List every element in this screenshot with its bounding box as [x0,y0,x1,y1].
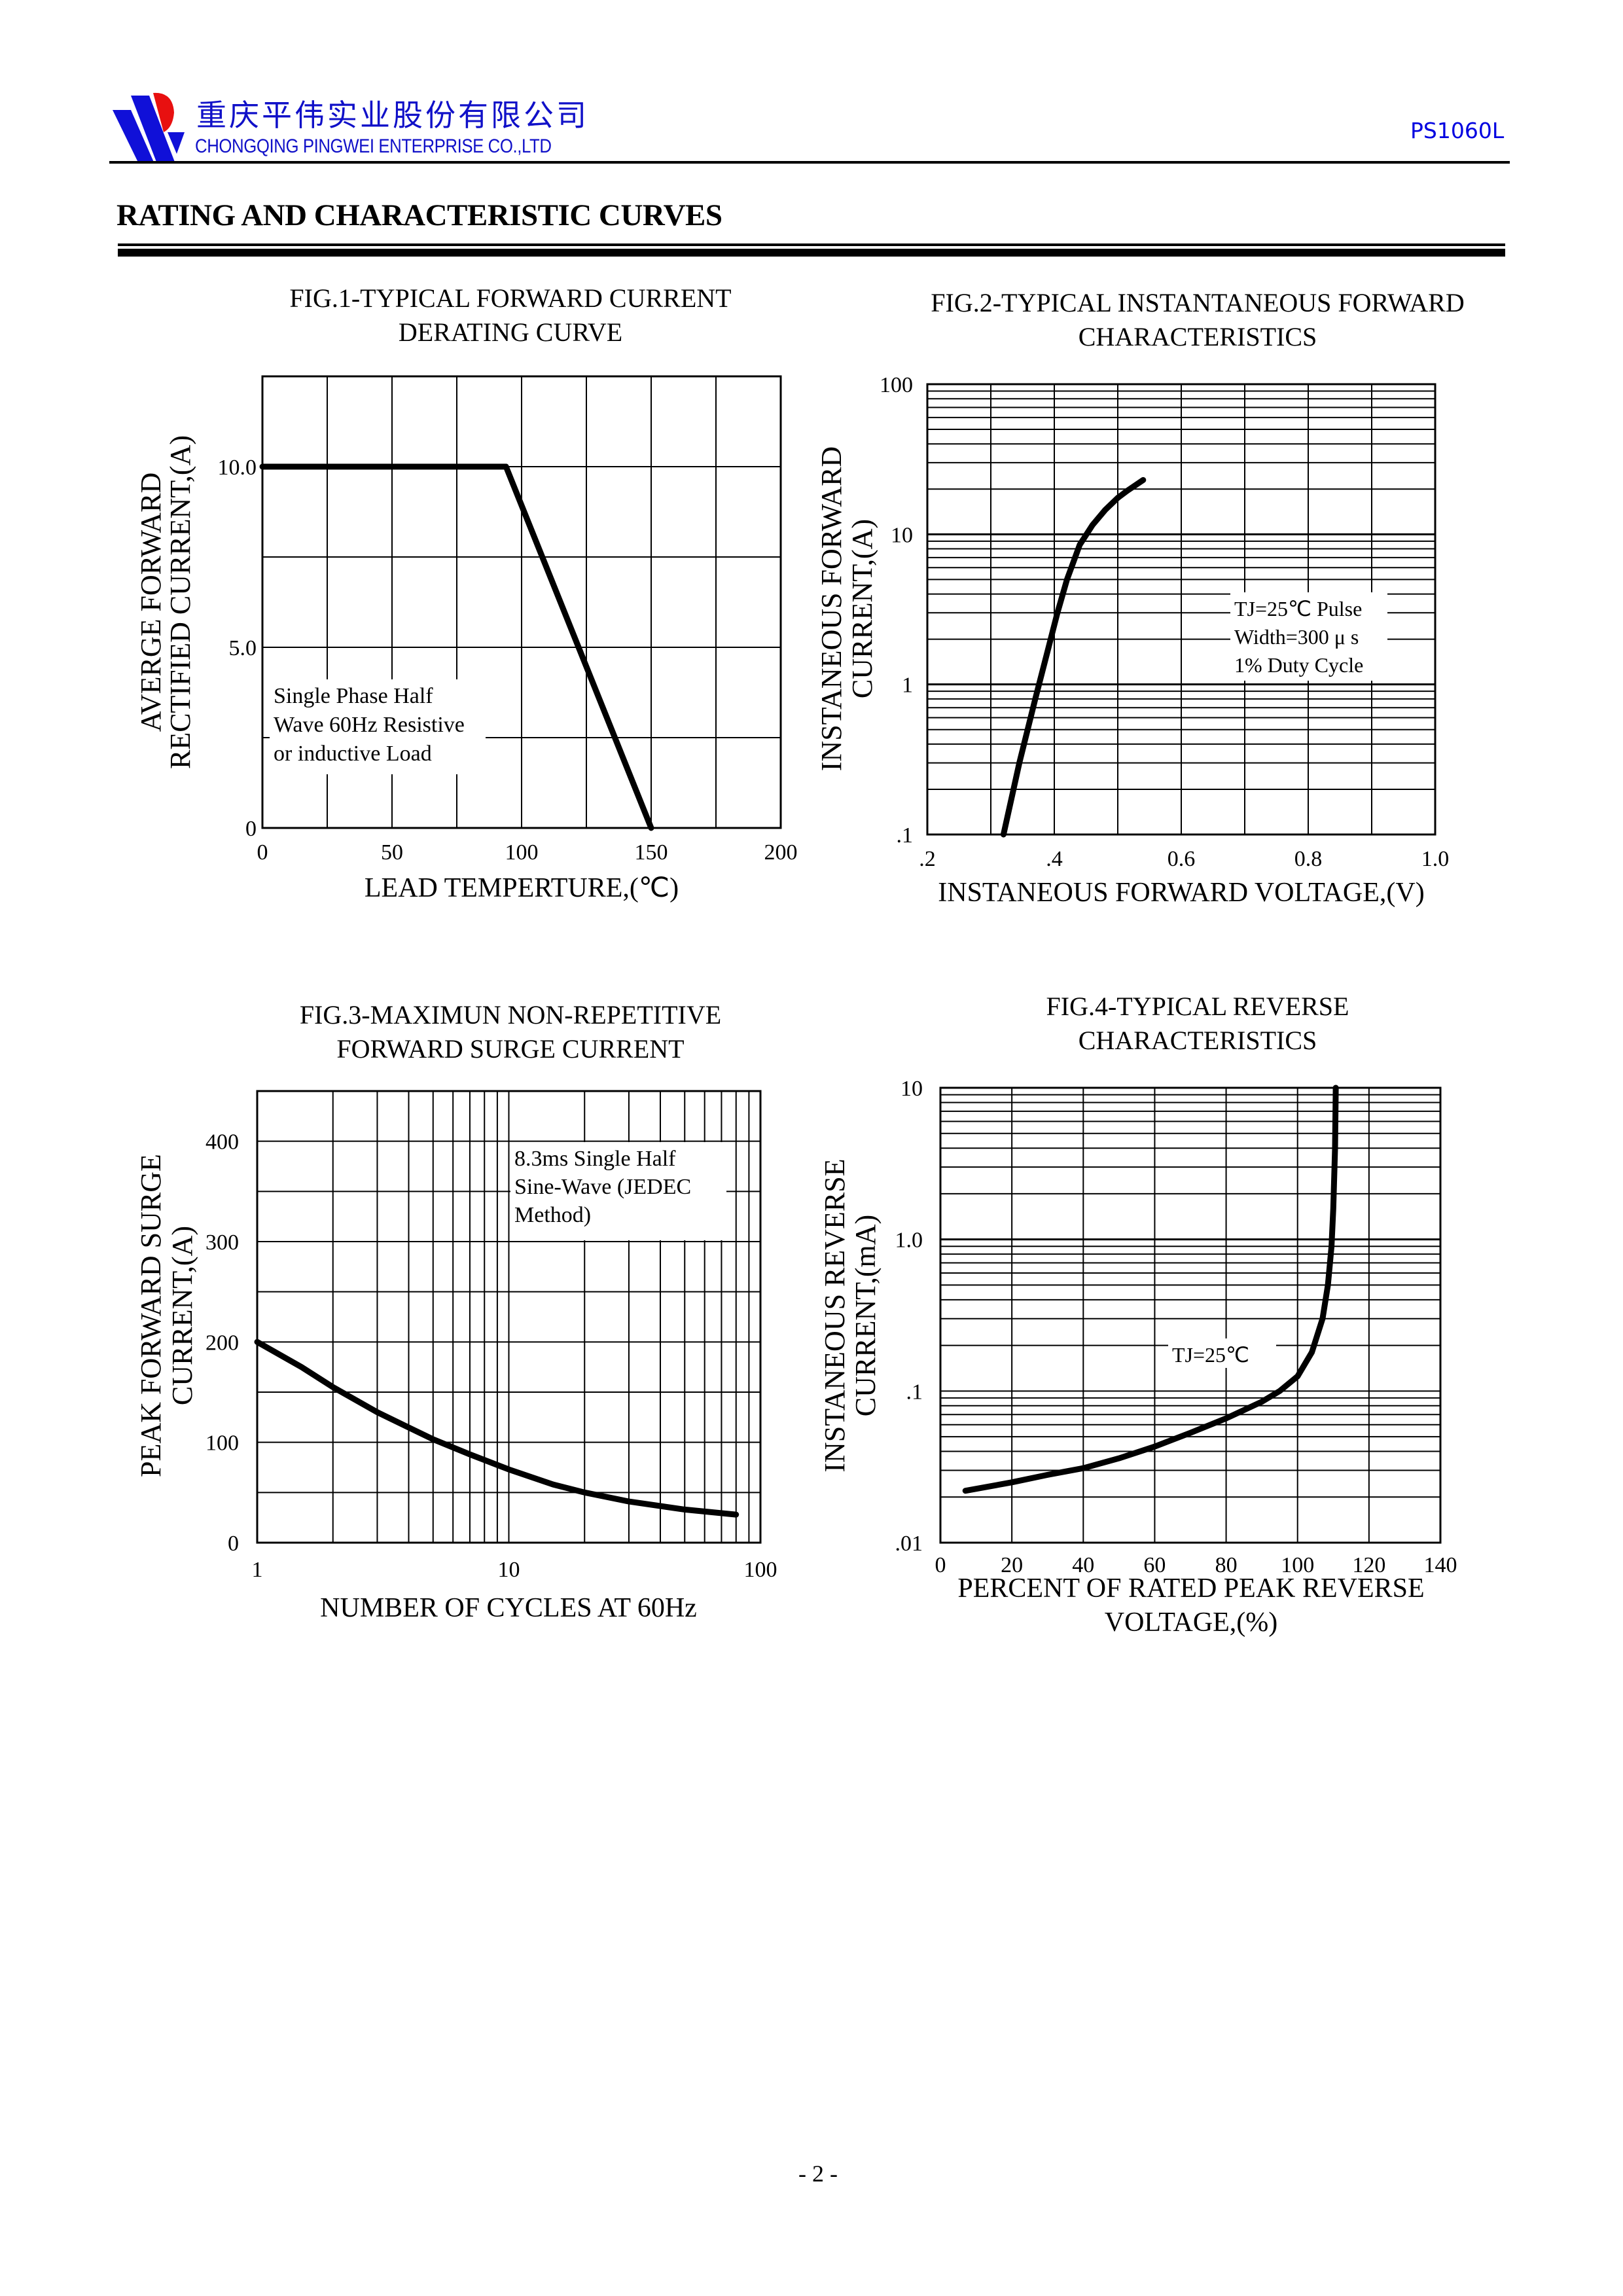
x-tick-label: 1.0 [1421,847,1450,871]
x-tick-label: 40 [1072,1553,1094,1577]
y-tick-label: 100 [880,373,913,397]
pingwei-logo-icon [113,92,185,164]
annotation-text: Wave 60Hz Resistive [274,713,465,737]
plot-frame [256,1090,762,1544]
x-axis-label: NUMBER OF CYCLES AT 60Hz [320,1593,697,1623]
annotation-background [1168,1338,1276,1368]
fig1-title: FIG.1-TYPICAL FORWARD CURRENT DERATING C… [196,281,825,350]
x-tick-label: 20 [1001,1553,1023,1577]
x-tick-label: 80 [1215,1553,1238,1577]
y-tick-label: 200 [205,1331,239,1355]
y-tick-label: 1.0 [895,1229,923,1253]
y-tick-label: .1 [897,823,914,848]
x-axis-label: LEAD TEMPERTURE,(℃) [365,873,679,903]
x-tick-label: 200 [764,840,798,865]
y-tick-label: 10.0 [218,456,257,480]
company-name-en: CHONGQING PINGWEI ENTERPRISE CO.,LTD [195,135,552,157]
x-tick-label: 0.8 [1294,847,1323,871]
fig2-chart: TJ=25℃ Pulse Width=300 μ s 1% Duty Cycle .2… [815,373,1449,908]
annotation-text: Sine-Wave (JEDEC [514,1175,691,1199]
header-divider [109,161,1510,164]
fig1-title-line: FIG.1-TYPICAL FORWARD CURRENT [289,283,732,313]
fig4-title-line: FIG.4-TYPICAL REVERSE [1046,992,1349,1021]
plot-frame [939,1086,1442,1544]
y-axis-label: CURRENT,(mA) [849,1215,882,1416]
annotation-text: TJ=25℃ [1172,1343,1249,1367]
x-axis-label: VOLTAGE,(%) [1105,1607,1278,1638]
fig4-chart: TJ=25℃ 0 20 40 60 80 100 120 140 .01 .1 1.0 10 INSTAN… [819,1077,1457,1638]
y-axis-label: RECTIFIED CURRENT,(A) [164,435,196,769]
x-tick-label: 120 [1352,1553,1385,1577]
section-title: RATING AND CHARACTERISTIC CURVES [116,198,722,232]
annotation-text: Width=300 μ s [1234,625,1359,649]
x-axis-label: PERCENT OF RATED PEAK REVERSE [957,1573,1424,1604]
x-tick-label: 100 [1281,1553,1314,1577]
y-axis-label: PEAK FORWARD SURGE [135,1154,167,1477]
annotation-text: TJ=25℃ Pulse [1234,597,1362,620]
y-tick-label: 300 [205,1230,239,1255]
fig3-title-line: FORWARD SURGE CURRENT [336,1034,685,1064]
fig1-title-line: DERATING CURVE [398,317,623,347]
x-tick-label: 0 [257,840,268,865]
x-tick-label: 1 [252,1558,263,1582]
x-tick-label: .2 [919,847,936,871]
fig3-title-line: FIG.3-MAXIMUN NON-REPETITIVE [299,1000,722,1030]
y-axis-label: AVERGE FORWARD [135,473,167,732]
annotation-background [510,1142,726,1240]
y-axis-label: CURRENT,(A) [166,1226,198,1405]
annotation-text: or inductive Load [274,742,432,766]
y-tick-label: 1 [902,673,913,698]
plot-frame [926,383,1436,836]
series-line [254,1338,740,1518]
y-tick-label: .01 [895,1532,923,1556]
x-tick-label: 10 [498,1558,520,1582]
annotation-text: 1% Duty Cycle [1234,653,1363,677]
model-number: PS1060L [1410,118,1505,143]
x-tick-label: .4 [1046,847,1063,871]
series-line [1000,476,1147,838]
x-tick-label: 60 [1143,1553,1166,1577]
y-tick-label: 10 [891,523,913,547]
y-tick-label: 10 [901,1077,923,1101]
annotation-text: 8.3ms Single Half [514,1147,676,1171]
x-tick-label: 100 [505,840,539,865]
fig2-title-line: CHARACTERISTICS [1078,322,1317,351]
annotation-text: Single Phase Half [274,684,433,708]
fig4-title-line: CHARACTERISTICS [1078,1026,1317,1055]
x-tick-label: 50 [381,840,403,865]
fig2-title-line: FIG.2-TYPICAL INSTANTANEOUS FORWARD [931,288,1465,317]
series-line [962,1085,1339,1494]
x-tick-label: 0 [935,1553,946,1577]
y-axis-label: INSTANEOUS FORWARD [815,446,847,771]
y-tick-label: .1 [906,1380,923,1404]
y-tick-label: 0 [245,817,257,841]
x-tick-label: 100 [744,1558,777,1582]
annotation-background [1230,592,1387,681]
y-tick-label: 100 [205,1431,239,1456]
fig2-title: FIG.2-TYPICAL INSTANTANEOUS FORWARD CHAR… [851,286,1544,354]
y-tick-label: 0 [228,1532,239,1556]
fig1-chart: Single Phase Half Wave 60Hz Resistive or i… [135,375,798,903]
annotation-text: Method) [514,1203,591,1227]
fig3-title: FIG.3-MAXIMUN NON-REPETITIVE FORWARD SUR… [196,998,825,1066]
x-tick-label: 150 [635,840,668,865]
fig3-chart: 8.3ms Single Half Sine-Wave (JEDEC Method)… [135,1090,777,1623]
x-axis-label: INSTANEOUS FORWARD VOLTAGE,(V) [938,878,1424,908]
y-tick-label: 5.0 [229,636,257,660]
title-rule-thick [118,249,1505,257]
plot-frame [261,375,782,829]
annotation-background [270,679,486,774]
title-rule-thin [118,243,1505,246]
x-tick-label: 140 [1424,1553,1457,1577]
y-axis-label: INSTANEOUS REVERSE [819,1158,851,1472]
page-number: - 2 - [798,2161,838,2187]
company-name-cn: 重庆平伟实业股份有限公司 [196,98,589,133]
y-tick-label: 400 [205,1130,239,1155]
x-tick-label: 0.6 [1168,847,1196,871]
y-axis-label: CURRENT,(A) [846,519,878,698]
fig4-title: FIG.4-TYPICAL REVERSE CHARACTERISTICS [851,990,1544,1058]
